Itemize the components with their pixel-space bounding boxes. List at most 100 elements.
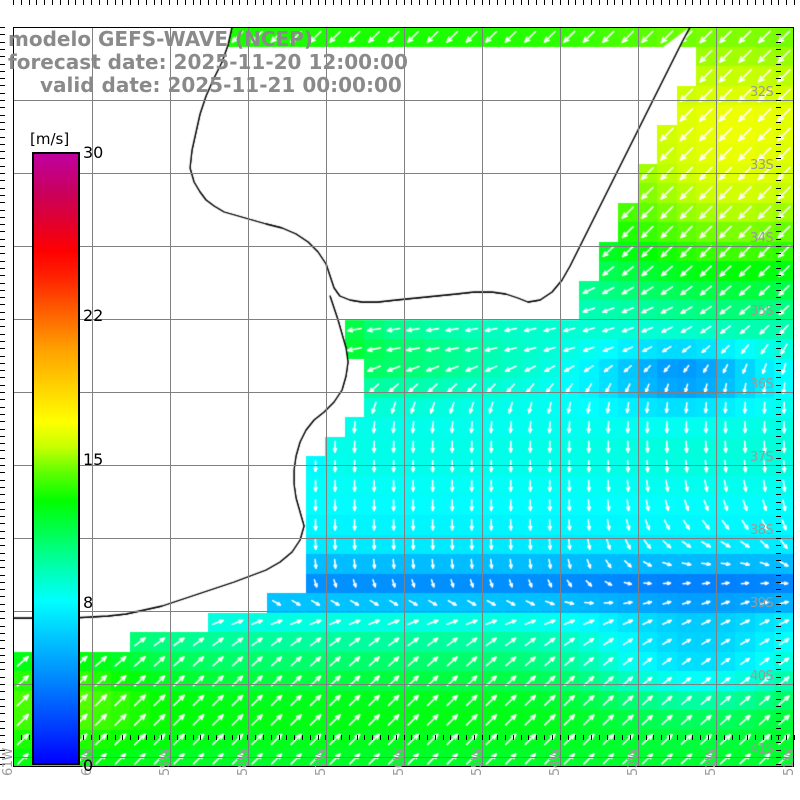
axis-tick: [0, 749, 5, 751]
axis-tick: [20, 735, 22, 740]
colorbar-tick-label: 15: [83, 449, 104, 469]
axis-tick: [776, 224, 781, 226]
axis-tick: [629, 735, 631, 740]
axis-tick: [0, 209, 5, 211]
axis-tick: [692, 0, 694, 5]
gridline-meridian: [482, 27, 483, 767]
axis-tick: [0, 494, 5, 496]
axis-tick: [0, 224, 5, 226]
axis-tick: [106, 735, 108, 740]
axis-tick: [122, 0, 124, 5]
axis-tick: [776, 435, 781, 437]
axis-tick: [622, 735, 624, 740]
axis-tick: [786, 735, 788, 740]
axis-tick: [20, 0, 22, 5]
axis-tick: [28, 0, 30, 5]
axis-tick: [700, 735, 702, 740]
axis-tick: [776, 384, 781, 386]
axis-tick: [200, 0, 202, 5]
axis-tick: [231, 0, 233, 5]
axis-tick: [0, 676, 5, 678]
axis-tick: [309, 0, 311, 5]
axis-tick: [177, 0, 178, 5]
axis-tick: [489, 735, 491, 740]
gridline-meridian: [92, 27, 93, 767]
axis-tick: [0, 253, 5, 255]
gridline-parallel: [13, 611, 794, 612]
axis-tick: [776, 100, 781, 101]
axis-tick: [333, 0, 335, 5]
gridline-parallel: [13, 100, 794, 101]
axis-tick: [161, 0, 163, 5]
axis-tick: [130, 735, 132, 740]
axis-tick: [0, 333, 5, 335]
axis-tick: [216, 0, 218, 5]
axis-tick: [776, 136, 781, 138]
axis-tick: [372, 735, 374, 740]
axis-tick: [776, 472, 781, 474]
axis-tick: [0, 78, 5, 80]
longitude-label: 56W: [392, 748, 407, 776]
axis-tick: [106, 0, 108, 5]
axis-tick: [0, 530, 5, 532]
axis-tick: [442, 735, 444, 740]
axis-tick: [776, 151, 781, 153]
axis-tick: [137, 0, 139, 5]
axis-tick: [676, 0, 678, 5]
axis-tick: [776, 757, 781, 758]
axis-tick: [278, 735, 280, 740]
axis-tick: [255, 0, 257, 5]
axis-tick: [0, 589, 5, 591]
axis-tick: [762, 735, 764, 740]
axis-tick: [333, 735, 335, 740]
axis-tick: [98, 0, 100, 5]
axis-tick: [114, 0, 116, 5]
axis-tick: [497, 735, 499, 740]
axis-tick: [629, 0, 631, 5]
axis-tick: [776, 654, 781, 656]
axis-tick: [0, 114, 5, 116]
axis-tick: [590, 0, 592, 5]
axis-tick: [776, 574, 781, 576]
map-plot-area[interactable]: [13, 27, 794, 767]
axis-tick: [776, 348, 781, 350]
axis-tick: [505, 0, 507, 5]
axis-tick: [403, 0, 405, 5]
axis-tick: [0, 48, 5, 50]
axis-tick: [0, 165, 5, 167]
axis-tick: [0, 596, 5, 598]
axis-tick: [776, 70, 781, 72]
axis-tick: [0, 136, 5, 138]
axis-tick: [692, 735, 694, 740]
axis-tick: [0, 187, 5, 189]
axis-tick: [309, 735, 311, 740]
axis-tick: [0, 625, 5, 627]
axis-tick: [153, 735, 155, 740]
axis-tick: [91, 0, 93, 5]
axis-tick: [776, 428, 781, 430]
wind-speed-field: [13, 27, 794, 767]
gridline-parallel: [13, 173, 794, 174]
axis-tick: [747, 735, 749, 740]
axis-tick: [91, 735, 93, 740]
axis-tick: [776, 216, 781, 218]
axis-tick: [465, 0, 467, 5]
axis-tick: [270, 735, 272, 740]
axis-tick: [776, 377, 781, 379]
axis-tick: [776, 231, 781, 233]
axis-tick: [301, 735, 303, 740]
axis-tick: [0, 764, 5, 766]
axis-tick: [776, 340, 781, 342]
axis-tick: [395, 0, 397, 5]
axis-tick: [776, 209, 781, 211]
gridline-meridian: [326, 27, 327, 767]
axis-tick: [0, 465, 5, 466]
longitude-label: 61W: [1, 748, 16, 776]
axis-tick: [262, 735, 264, 740]
axis-tick: [776, 640, 781, 642]
axis-tick: [776, 443, 781, 445]
axis-tick: [184, 735, 186, 740]
gridline-parallel: [13, 392, 794, 393]
axis-tick: [776, 567, 781, 569]
axis-tick: [776, 457, 781, 459]
